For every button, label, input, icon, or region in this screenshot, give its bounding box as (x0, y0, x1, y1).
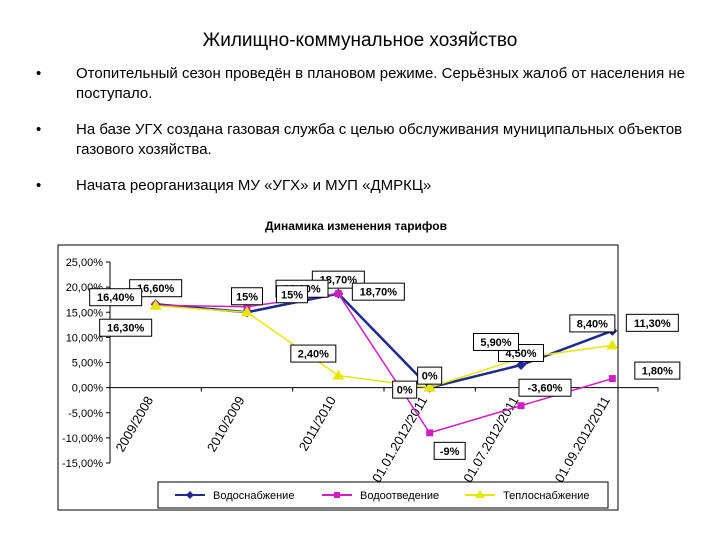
x-tick-label: 2011/2010 (296, 394, 339, 454)
data-label-box (433, 441, 466, 460)
data-label: 5,90% (480, 337, 511, 349)
x-tick-label: 01.09.2012/2011 (552, 394, 613, 485)
data-label-box (276, 285, 308, 304)
legend-box (157, 481, 609, 509)
legend-marker (475, 490, 485, 498)
y-tick-label: 25,00% (66, 257, 104, 269)
data-label: 4,50% (505, 348, 536, 360)
data-point-sewerage (426, 429, 434, 437)
data-label-box (89, 288, 143, 307)
data-label: 16,40% (97, 292, 135, 304)
x-tick-label: 2009/2008 (113, 394, 157, 455)
data-label-box (473, 332, 519, 351)
data-point-heat (241, 306, 253, 317)
x-tick-label: 2010/2009 (204, 394, 248, 455)
data-label-box (518, 378, 572, 397)
data-label: 11,30% (634, 318, 671, 330)
x-tick-label: 01.01.2012/2011 (369, 394, 430, 485)
data-label: 2,40% (298, 349, 329, 361)
y-tick-label: 10,00% (66, 332, 104, 344)
data-label-box (625, 313, 679, 332)
data-label: 1,80% (642, 366, 673, 378)
legend-marker (186, 491, 194, 499)
data-label-box (290, 344, 337, 363)
data-label: 8,40% (577, 318, 608, 330)
data-label: 15% (281, 289, 303, 301)
series-line-0 (155, 292, 613, 390)
data-point-sewerage (517, 402, 525, 410)
data-label-box (351, 282, 405, 301)
data-label: 16,30% (107, 323, 145, 335)
bullet-text: Отопительный сезон проведён в плановом р… (76, 65, 686, 102)
bullet-marker: • (36, 121, 42, 138)
data-label-box (392, 380, 418, 399)
y-tick-label: 5,00% (72, 358, 103, 370)
data-label: 18,70% (360, 287, 398, 299)
data-label-box (634, 361, 681, 380)
bullet-marker: • (36, 65, 42, 82)
chart-border (57, 244, 619, 511)
data-label: -9% (440, 446, 460, 458)
x-tick-label: 01.07.2012/2011 (460, 394, 521, 485)
bullet-item: • На базе УГХ создана газовая служба с це… (36, 120, 696, 160)
data-label-box (129, 279, 183, 298)
bullet-item: • Отопительный сезон проведён в плановом … (36, 64, 696, 104)
data-label: 16,60% (137, 283, 175, 295)
data-point-heat (606, 339, 619, 350)
legend-label: Теплоснабжение (503, 490, 590, 502)
bullet-item: • Начата реорганизация МУ «УГХ» и МУП «ДМ… (36, 176, 696, 196)
y-tick-label: -5,00% (68, 408, 103, 420)
data-point-heat (423, 381, 436, 392)
data-label-box (231, 287, 263, 306)
data-label-box (417, 366, 443, 385)
bullet-text: На базе УГХ создана газовая служба с цел… (76, 121, 683, 158)
data-label-box (99, 318, 153, 337)
data-point-sewerage (334, 290, 342, 298)
bullet-text: Начата реорганизация МУ «УГХ» и МУП «ДМР… (76, 177, 432, 194)
data-label: 0% (422, 371, 438, 383)
data-label-box (569, 314, 616, 333)
data-label: 15% (236, 291, 258, 303)
y-tick-label: 15,00% (66, 307, 104, 319)
data-point-heat (332, 369, 345, 380)
data-point-heat (149, 299, 162, 310)
y-tick-label: -15,00% (62, 458, 103, 470)
data-label: 18,70% (320, 275, 358, 287)
legend-marker (334, 492, 340, 498)
bullet-marker: • (36, 177, 42, 194)
data-point-sewerage (608, 375, 616, 383)
legend-label: Водоснабжение (213, 490, 294, 502)
series-line-1 (155, 292, 613, 434)
chart-title: Динамика изменения тарифов (265, 219, 447, 233)
data-point-water (516, 360, 526, 371)
y-tick-label: 0,00% (72, 383, 103, 395)
y-tick-label: -10,00% (62, 433, 103, 445)
data-label: -3,60% (528, 383, 563, 395)
legend-label: Водоотведение (360, 490, 439, 502)
bullet-list: • Отопительный сезон проведён в плановом … (36, 64, 696, 212)
data-label: 0% (397, 385, 413, 397)
page-title: Жилищно-коммунальное хозяйство (202, 30, 518, 51)
